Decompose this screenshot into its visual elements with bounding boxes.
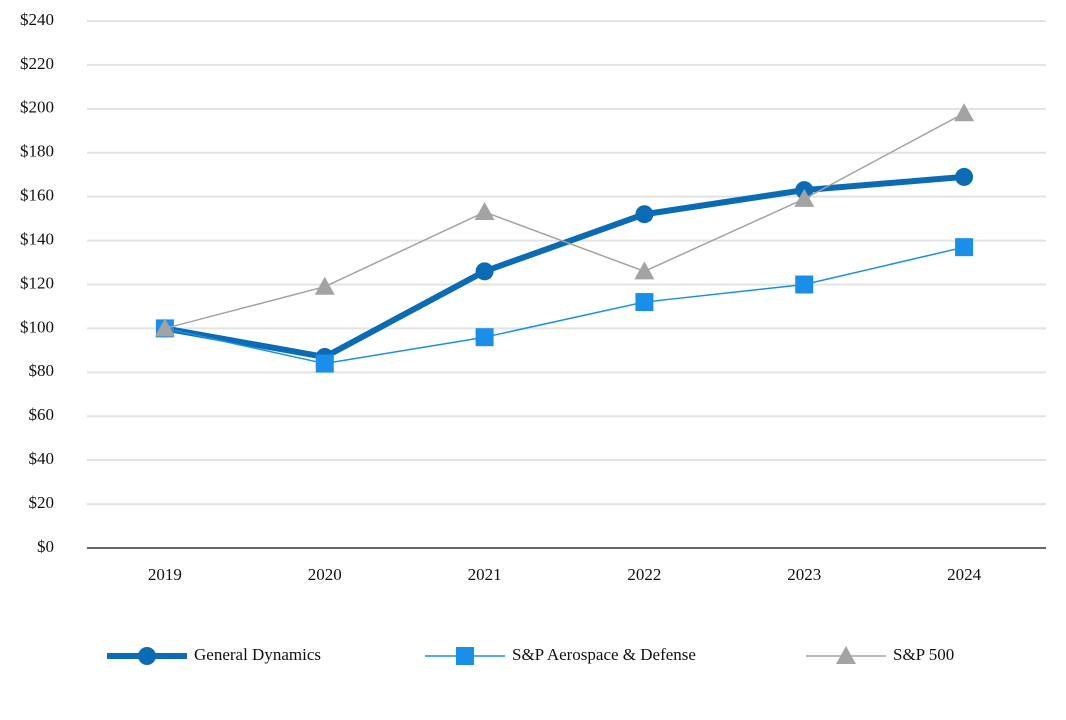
legend-label: General Dynamics (194, 645, 321, 664)
y-tick-label: $220 (20, 54, 54, 73)
x-tick-label: 2021 (468, 565, 502, 584)
series-line (164, 246, 965, 365)
legend-marker (138, 647, 156, 665)
y-tick-label: $240 (20, 10, 54, 29)
y-tick-label: $120 (20, 273, 54, 292)
data-point (314, 276, 335, 295)
x-tick-label: 2024 (947, 565, 982, 584)
data-point (955, 167, 974, 186)
series-line (164, 173, 965, 360)
data-point (794, 188, 815, 207)
legend-label: S&P 500 (893, 645, 954, 664)
legend-marker (836, 646, 856, 664)
y-tick-label: $200 (20, 98, 54, 117)
data-point (154, 318, 175, 337)
x-tick-label: 2023 (787, 565, 821, 584)
legend-marker (456, 647, 474, 665)
series-line (164, 112, 965, 330)
data-point (954, 103, 975, 122)
data-point (795, 275, 814, 294)
y-tick-label: $160 (20, 186, 54, 205)
data-point (475, 262, 494, 281)
y-tick-label: $140 (20, 229, 54, 248)
y-tick-label: $60 (29, 405, 55, 424)
y-tick-label: $100 (20, 317, 54, 336)
x-tick-label: 2020 (308, 565, 342, 584)
y-tick-label: $40 (29, 449, 55, 468)
y-tick-label: $80 (29, 361, 55, 380)
data-point (315, 354, 334, 373)
data-point (635, 293, 654, 312)
legend-label: S&P Aerospace & Defense (512, 645, 696, 664)
y-tick-label: $0 (37, 537, 54, 556)
data-point (955, 238, 974, 257)
y-tick-label: $180 (20, 142, 54, 161)
data-point (635, 205, 654, 224)
y-tick-label: $20 (29, 493, 55, 512)
data-point (634, 261, 655, 280)
x-tick-label: 2019 (148, 565, 182, 584)
data-point (475, 328, 494, 347)
data-point (474, 202, 495, 221)
x-tick-label: 2022 (627, 565, 661, 584)
